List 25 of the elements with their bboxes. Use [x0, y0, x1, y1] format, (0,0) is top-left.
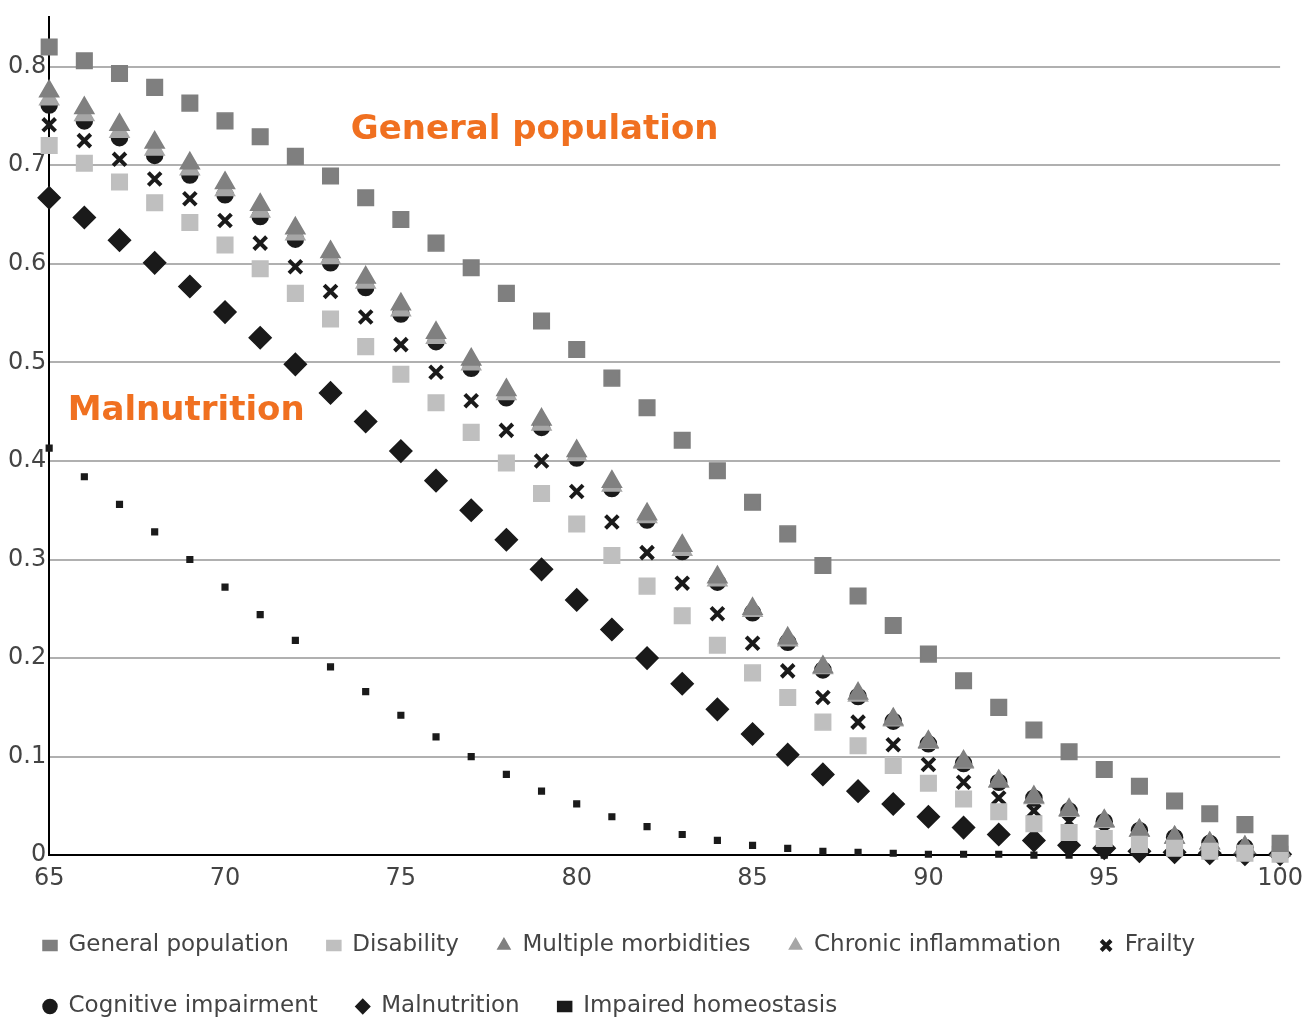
- y-tick-label: 0.6: [8, 248, 47, 277]
- x-tick-label: 70: [209, 862, 241, 891]
- y-tick-label: 0.2: [8, 642, 47, 671]
- annotation: Malnutrition: [67, 387, 305, 428]
- x-tick-label: 90: [913, 862, 944, 891]
- y-tick-label: 0.3: [8, 543, 47, 572]
- legend-label: Cognitive impairment: [68, 991, 318, 1018]
- x-tick-label: 85: [737, 862, 768, 891]
- y-tick-label: 0.5: [8, 346, 47, 375]
- x-tick-label: 100: [1257, 862, 1303, 891]
- x-tick-label: 75: [385, 862, 417, 891]
- x-tick-label: 80: [561, 862, 592, 891]
- y-tick-label: 0.1: [8, 740, 47, 769]
- y-tick-label: 0.7: [8, 149, 47, 178]
- legend-label: Disability: [352, 930, 459, 957]
- legend-label: Frailty: [1124, 930, 1196, 957]
- annotation: General population: [350, 107, 719, 148]
- legend-label: Impaired homeostasis: [583, 991, 838, 1018]
- legend-label: General population: [68, 930, 289, 957]
- x-tick-label: 95: [1088, 862, 1120, 891]
- y-tick-label: 0.8: [8, 50, 47, 79]
- legend-label: Malnutrition: [381, 991, 520, 1018]
- legend-label: Multiple morbidities: [522, 930, 751, 957]
- legend-label: Chronic inflammation: [814, 930, 1062, 957]
- y-tick-label: 0.4: [8, 445, 47, 474]
